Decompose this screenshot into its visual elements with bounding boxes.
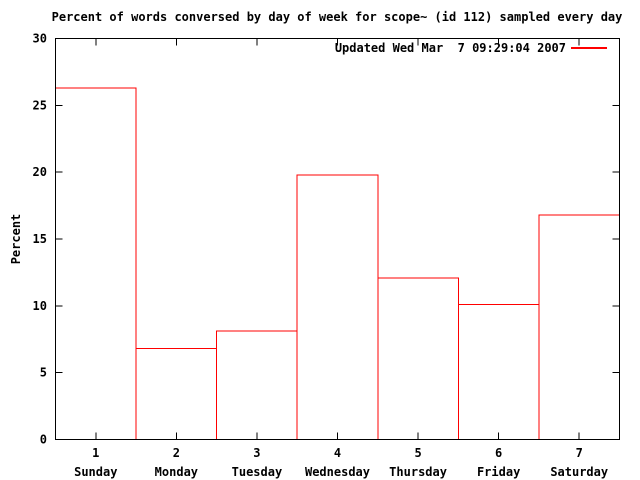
x-tick-label: 7: [576, 446, 583, 460]
x-category-label: Sunday: [74, 465, 117, 479]
y-tick-label: 30: [33, 32, 47, 46]
bar-monday: [135, 348, 218, 440]
legend-line-sample: [571, 47, 607, 49]
x-category-label: Saturday: [550, 465, 608, 479]
x-tick-label: 2: [173, 446, 180, 460]
x-category-label: Tuesday: [232, 465, 283, 479]
x-category-label: Friday: [477, 465, 520, 479]
bar-sunday: [55, 87, 137, 440]
x-category-label: Wednesday: [305, 465, 370, 479]
x-category-label: Monday: [155, 465, 198, 479]
bar-tuesday: [216, 330, 298, 441]
x-category-label: Thursday: [389, 465, 447, 479]
y-tick-label: 25: [33, 98, 47, 112]
bar-thursday: [377, 277, 459, 440]
chart-title: Percent of words conversed by day of wee…: [51, 10, 623, 24]
y-tick-label: 5: [40, 366, 47, 380]
y-tick-label: 20: [33, 165, 47, 179]
bar-wednesday: [296, 174, 379, 440]
bar-friday: [457, 303, 540, 440]
x-tick-label: 5: [414, 446, 421, 460]
legend-label: Updated Wed Mar 7 09:29:04 2007: [334, 41, 566, 55]
y-tick-label: 0: [40, 433, 47, 447]
x-tick-label: 1: [92, 446, 99, 460]
bar-saturday: [538, 214, 621, 440]
y-tick-label: 15: [33, 232, 47, 246]
x-tick-label: 6: [495, 446, 502, 460]
x-tick-label: 4: [334, 446, 341, 460]
y-tick-label: 10: [33, 299, 47, 313]
x-tick-label: 3: [253, 446, 260, 460]
plot-border: [55, 38, 620, 440]
